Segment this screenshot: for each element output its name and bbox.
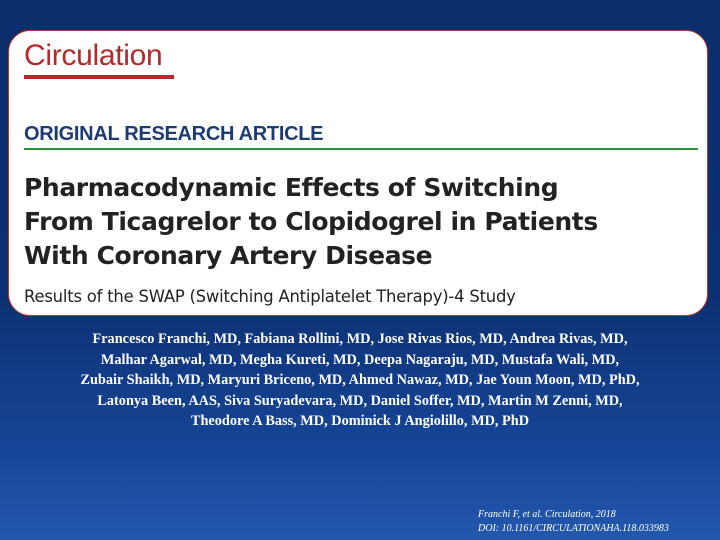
title-line: Pharmacodynamic Effects of Switching [24, 173, 559, 202]
author-line: Francesco Franchi, MD, Fabiana Rollini, … [92, 331, 628, 347]
article-title: Pharmacodynamic Effects of Switching Fro… [24, 171, 704, 273]
article-type-label: ORIGINAL RESEARCH ARTICLE [24, 123, 324, 145]
title-line: From Ticagrelor to Clopidogrel in Patien… [24, 207, 598, 236]
author-line: Theodore A Bass, MD, Dominick J Angiolil… [190, 413, 530, 429]
journal-name: Circulation [24, 39, 163, 72]
citation: Franchi F, et al. Circulation, 2018 DOI:… [478, 508, 669, 536]
journal-underline [24, 75, 174, 79]
author-line: Latonya Been, AAS, Siva Suryadevara, MD,… [97, 392, 623, 409]
article-subtitle: Results of the SWAP (Switching Antiplate… [24, 287, 516, 306]
citation-doi: DOI: 10.1161/CIRCULATIONAHA.118.033983 [478, 523, 669, 534]
citation-reference: Franchi F, et al. Circulation, 2018 [478, 509, 616, 520]
author-list: Francesco Franchi, MD, Fabiana Rollini, … [20, 329, 700, 432]
author-line: Zubair Shaikh, MD, Maryuri Briceno, MD, … [80, 372, 640, 388]
article-header-card: Circulation ORIGINAL RESEARCH ARTICLE Ph… [8, 30, 708, 316]
author-line: Malhar Agarwal, MD, Megha Kureti, MD, De… [100, 351, 620, 368]
title-line: With Coronary Artery Disease [24, 241, 433, 270]
section-divider [24, 148, 698, 150]
